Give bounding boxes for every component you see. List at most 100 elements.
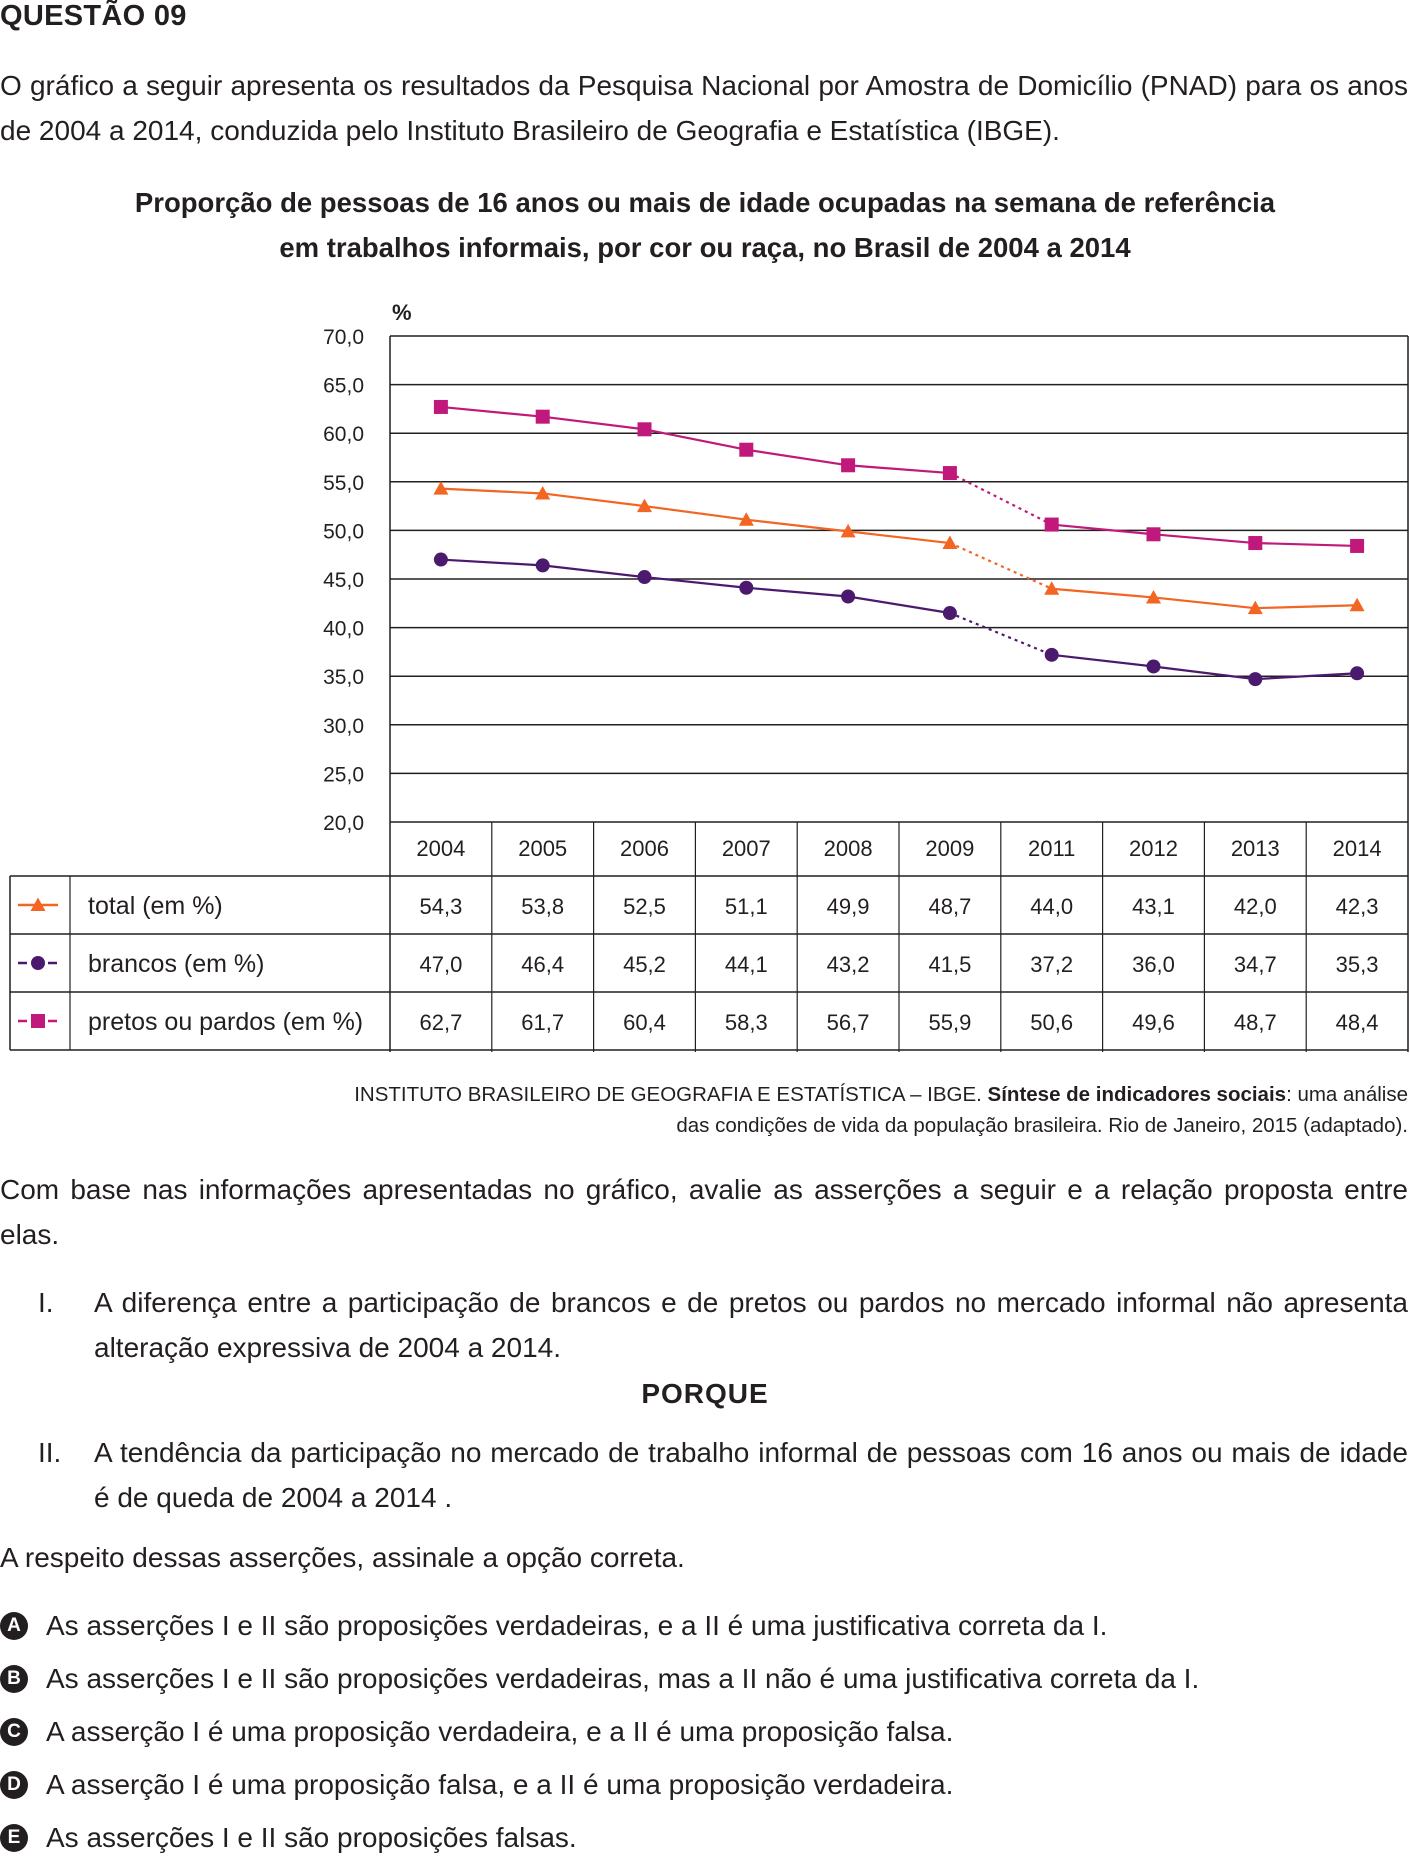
- x-category-label: 2008: [824, 836, 873, 861]
- data-point-triangle-icon: [535, 485, 551, 500]
- option-b-badge-icon: B: [0, 1665, 28, 1693]
- y-tick-label: 60,0: [323, 423, 364, 446]
- table-value-cell: 42,3: [1336, 894, 1379, 919]
- option-a-text: As asserções I e II são proposições verd…: [46, 1610, 1108, 1641]
- legend-circle-icon: [31, 956, 45, 970]
- series-segment: [542, 415, 645, 431]
- option-c[interactable]: C A asserção I é uma proposição verdadeir…: [0, 1712, 953, 1752]
- table-value-cell: 43,2: [827, 952, 870, 977]
- x-category-label: 2013: [1231, 836, 1280, 861]
- data-point-square-icon: [1350, 538, 1365, 553]
- option-e[interactable]: E As asserções I e II são proposições fal…: [0, 1818, 577, 1858]
- data-point-square-icon: [1146, 527, 1161, 542]
- line-chart: % 70,0 65,0 60,0 55,0 50,0 45,0 40,0 35,0 30,0 25,…: [9, 300, 1409, 1052]
- option-b[interactable]: B As asserções I e II são proposições ver…: [0, 1659, 1199, 1699]
- data-point-square-icon: [739, 442, 754, 457]
- table-value-cell: 44,1: [725, 952, 768, 977]
- data-point-triangle-icon: [1044, 581, 1060, 595]
- table-value-cell: 48,4: [1336, 1010, 1379, 1035]
- x-category-label: 2005: [518, 836, 567, 861]
- series-segment: [1153, 596, 1256, 610]
- data-point-square-icon: [841, 458, 856, 473]
- source-line-1-rest: : uma análise: [1286, 1083, 1408, 1106]
- series-segment: [542, 492, 645, 508]
- y-tick-label: 70,0: [323, 326, 364, 349]
- option-a[interactable]: A As asserções I e II são proposições ver…: [0, 1606, 1107, 1646]
- option-d[interactable]: D A asserção I é uma proposição falsa, e …: [0, 1765, 953, 1805]
- table-value-cell: 51,1: [725, 894, 768, 919]
- x-axis-categories: 2004 2005 2006 2007 2008 2009 2011 2012 2013 2014: [416, 836, 1381, 861]
- series-segment: [542, 564, 645, 579]
- chart-title: Proporção de pessoas de 16 anos ou mais …: [40, 180, 1370, 270]
- data-point-circle-icon: [637, 570, 652, 585]
- option-e-text: As asserções I e II são proposições fals…: [46, 1822, 577, 1853]
- data-point-triangle-icon: [840, 523, 856, 538]
- table-value-cell: 56,7: [827, 1010, 870, 1035]
- table-value-cell: 55,9: [928, 1010, 971, 1035]
- y-tick-label: 30,0: [323, 715, 364, 738]
- intro-text: O gráfico a seguir apresenta os resultad…: [0, 70, 1408, 146]
- option-c-text: A asserção I é uma proposição verdadeira…: [46, 1716, 954, 1747]
- table-value-cell: 36,0: [1132, 952, 1175, 977]
- data-point-circle-icon: [739, 580, 754, 595]
- table-value-cell: 53,8: [521, 894, 564, 919]
- y-axis-ticks: % 70,0 65,0 60,0 55,0 50,0 45,0 40,0 35,0 30,0 25,…: [323, 300, 411, 835]
- data-table: total (em %) 54,3 53,8 52,5 51,1 49,9 48,7 44,0…: [9, 821, 1408, 1052]
- series-segment: [1255, 604, 1358, 610]
- table-value-cell: 48,7: [1234, 1010, 1277, 1035]
- data-point-triangle-icon: [942, 535, 958, 550]
- table-value-cell: 34,7: [1234, 952, 1277, 977]
- series-segment: [1051, 587, 1154, 599]
- series-segment: [1051, 523, 1154, 536]
- data-point-square-icon: [1044, 517, 1059, 532]
- data-point-circle-icon: [1350, 666, 1365, 681]
- table-value-cell: 61,7: [521, 1010, 564, 1035]
- x-category-label: 2014: [1333, 836, 1382, 861]
- x-category-label: 2007: [722, 836, 771, 861]
- y-tick-label: 65,0: [323, 375, 364, 398]
- series-segment: [949, 472, 1053, 526]
- series-segment: [746, 518, 849, 533]
- series-segment: [1255, 672, 1358, 681]
- option-c-badge-icon: C: [0, 1718, 28, 1746]
- assertion-1-number: I.: [38, 1287, 54, 1318]
- series-segment: [746, 586, 849, 598]
- series-segment: [949, 542, 1053, 590]
- data-point-square-icon: [942, 466, 957, 481]
- series-segment: [746, 448, 849, 467]
- series-segment: [644, 428, 747, 451]
- data-point-circle-icon: [535, 558, 550, 573]
- data-point-circle-icon: [1146, 659, 1161, 674]
- prompt-text: Com base nas informações apresentadas no…: [0, 1174, 1408, 1250]
- series-segment: [440, 405, 543, 418]
- series-lines: [440, 405, 1358, 681]
- series-segment: [848, 464, 950, 475]
- data-point-square-icon: [1248, 536, 1263, 551]
- series-segment: [440, 487, 543, 495]
- option-d-badge-icon: D: [0, 1771, 28, 1799]
- y-tick-label: 20,0: [323, 812, 364, 835]
- data-point-triangle-icon: [1146, 589, 1161, 604]
- x-category-label: 2006: [620, 836, 669, 861]
- table-value-cell: 37,2: [1030, 952, 1073, 977]
- source-line-1-plain: INSTITUTO BRASILEIRO DE GEOGRAFIA E ESTA…: [354, 1083, 988, 1106]
- assertion-2-number: II.: [38, 1437, 62, 1468]
- series-segment: [1153, 665, 1256, 681]
- table-value-cell: 43,1: [1132, 894, 1175, 919]
- chart-title-line-1: Proporção de pessoas de 16 anos ou mais …: [134, 187, 1276, 218]
- data-point-square-icon: [535, 409, 550, 424]
- source-citation: INSTITUTO BRASILEIRO DE GEOGRAFIA E ESTA…: [288, 1079, 1408, 1141]
- data-point-triangle-icon: [637, 498, 652, 513]
- data-point-circle-icon: [942, 606, 957, 621]
- table-value-cell: 49,9: [827, 894, 870, 919]
- data-point-circle-icon: [1248, 672, 1263, 687]
- table-value-cell: 52,5: [623, 894, 666, 919]
- table-value-cell: 54,3: [419, 894, 462, 919]
- series-markers: [433, 399, 1365, 687]
- x-category-label: 2004: [416, 836, 465, 861]
- x-category-label: 2012: [1129, 836, 1178, 861]
- series-segment: [644, 505, 747, 521]
- y-tick-label: 40,0: [323, 618, 364, 641]
- table-value-cell: 50,6: [1030, 1010, 1073, 1035]
- legend-series-name: total (em %): [88, 892, 223, 920]
